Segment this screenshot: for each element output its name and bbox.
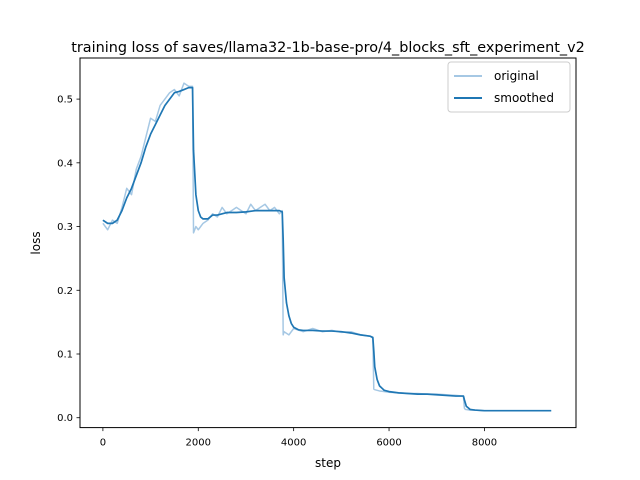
- axes-frame: [79, 57, 577, 429]
- y-tick-label: 0.5: [57, 95, 73, 106]
- legend-box: [447, 61, 571, 113]
- x-axis-ticks: 0 2000 4000 6000 8000: [100, 427, 497, 449]
- x-tick-label: 4000: [281, 438, 306, 449]
- series-line-smoothed: [102, 86, 552, 412]
- chart-title: training loss of saves/llama32-1b-base-p…: [71, 40, 585, 56]
- y-tick-label: 0.1: [57, 349, 73, 360]
- x-tick-label: 2000: [186, 438, 211, 449]
- x-tick-label: 8000: [472, 438, 497, 449]
- y-tick-label: 0.0: [57, 413, 73, 424]
- series-layer: [102, 82, 552, 412]
- legend-label-original: original: [494, 69, 539, 83]
- x-axis-label: step: [315, 456, 341, 470]
- x-tick-label: 6000: [376, 438, 401, 449]
- legend: original smoothed: [447, 61, 571, 113]
- x-tick-label: 0: [100, 438, 106, 449]
- y-tick-label: 0.4: [57, 158, 73, 169]
- legend-label-smoothed: smoothed: [494, 91, 554, 105]
- y-axis-ticks: 0.0 0.1 0.2 0.3 0.4 0.5: [57, 95, 80, 424]
- y-axis-label: loss: [29, 231, 43, 254]
- y-tick-label: 0.2: [57, 286, 73, 297]
- plot-area: [79, 57, 577, 429]
- y-tick-label: 0.3: [57, 222, 73, 233]
